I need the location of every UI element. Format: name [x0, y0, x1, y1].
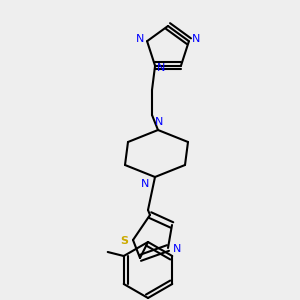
Text: N: N: [157, 63, 165, 73]
Text: N: N: [136, 34, 144, 44]
Text: N: N: [173, 244, 181, 254]
Text: N: N: [192, 34, 200, 44]
Text: S: S: [120, 236, 128, 246]
Text: N: N: [155, 117, 163, 127]
Text: N: N: [141, 179, 149, 189]
